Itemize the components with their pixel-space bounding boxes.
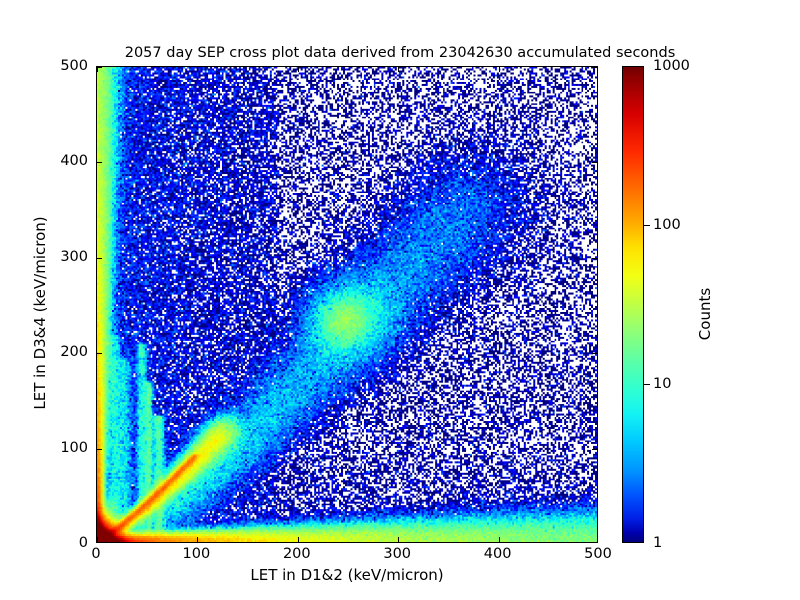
x-tick-200 — [297, 67, 299, 72]
y-tick-400 — [592, 162, 597, 164]
x-tick-0 — [97, 67, 98, 72]
y-tick-label-0: 0 — [78, 535, 88, 551]
y-tick-label-500: 500 — [60, 58, 88, 74]
y-tick-labels: 0 100 200 300 400 500 — [0, 0, 88, 600]
scatter-density-canvas — [97, 67, 597, 542]
y-tick-500 — [592, 67, 597, 68]
y-tick-200 — [97, 353, 102, 355]
x-tick-0 — [97, 537, 98, 542]
y-tick-300 — [592, 257, 597, 259]
y-tick-200 — [592, 353, 597, 355]
y-tick-label-400: 400 — [60, 153, 88, 170]
x-tick-label-400: 400 — [483, 546, 512, 562]
colorbar[interactable] — [622, 66, 644, 543]
x-tick-200 — [297, 537, 299, 542]
plot-area[interactable] — [96, 66, 598, 543]
colorbar-label-100: 100 — [653, 217, 681, 233]
x-tick-label-200: 200 — [282, 546, 311, 562]
y-tick-100 — [592, 448, 597, 450]
colorbar-title: Counts — [696, 287, 714, 341]
x-tick-400 — [498, 537, 500, 542]
x-tick-label-0: 0 — [91, 546, 101, 562]
title-line-1: 2057 day SEP cross plot data derived fro… — [124, 45, 676, 61]
y-tick-400 — [97, 162, 102, 164]
colorbar-label-10: 10 — [653, 376, 672, 392]
x-tick-300 — [398, 67, 400, 72]
y-axis-title: LET in D3&4 (keV/micron) — [31, 216, 49, 410]
x-tick-400 — [498, 67, 500, 72]
y-tick-label-300: 300 — [60, 248, 88, 265]
x-tick-100 — [197, 537, 199, 542]
x-tick-label-500: 500 — [584, 546, 612, 562]
colorbar-label-1000: 1000 — [653, 58, 690, 74]
x-tick-100 — [197, 67, 199, 72]
colorbar-tick-100 — [644, 225, 650, 226]
y-tick-300 — [97, 257, 102, 259]
colorbar-tick-10 — [644, 384, 650, 385]
y-tick-label-200: 200 — [60, 344, 88, 361]
x-tick-label-100: 100 — [182, 546, 211, 562]
x-axis-title: LET in D1&2 (keV/micron) — [250, 566, 444, 584]
colorbar-label-1: 1 — [653, 535, 663, 551]
y-tick-500 — [97, 67, 102, 68]
x-tick-label-300: 300 — [383, 546, 412, 562]
y-tick-100 — [97, 448, 102, 450]
x-tick-300 — [398, 537, 400, 542]
y-tick-label-100: 100 — [60, 439, 88, 456]
